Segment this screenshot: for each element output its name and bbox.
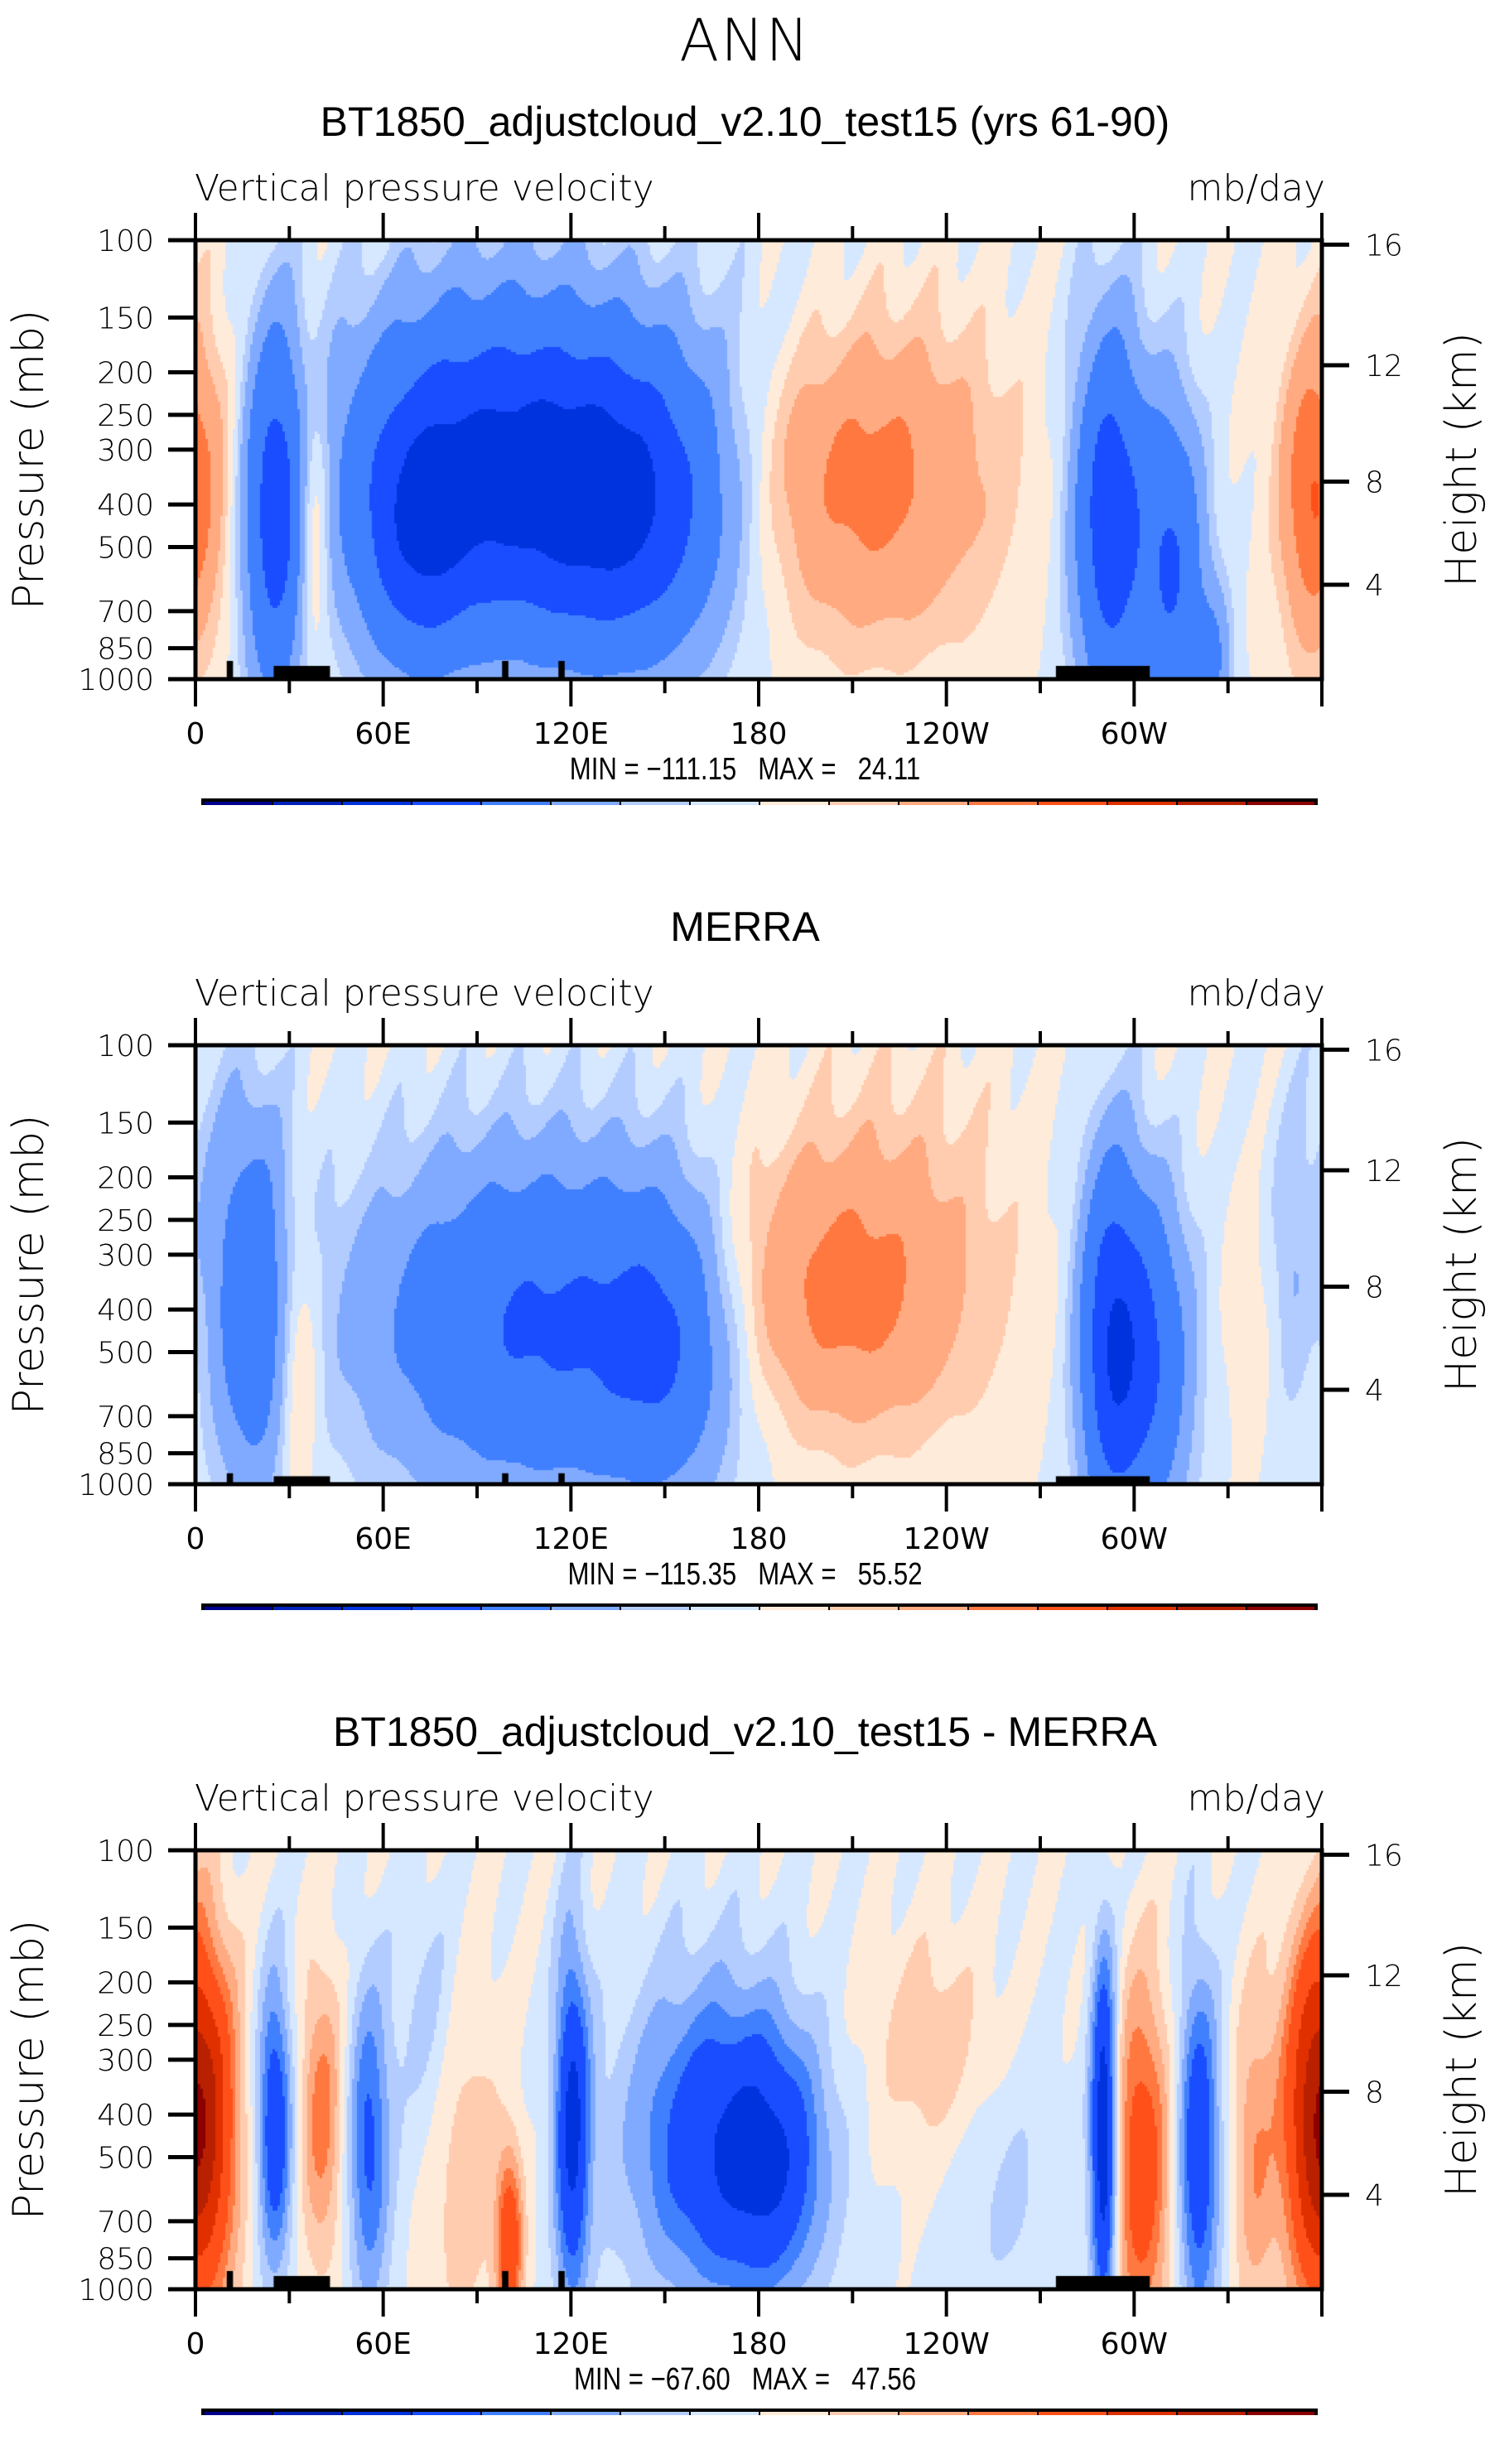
- y-tick-label: 300: [97, 2044, 154, 2078]
- panel-title: MERRA: [670, 904, 820, 950]
- plot-frame: [193, 1848, 1324, 2292]
- y-tick-label: 700: [97, 596, 154, 629]
- y2-tick-label: 4: [1365, 569, 1384, 603]
- x-tick-label: 180: [731, 717, 788, 751]
- y-tick-label: 400: [97, 1294, 154, 1328]
- y-tick-label: 850: [97, 633, 154, 667]
- x-tick-label: 120W: [904, 1522, 990, 1556]
- y2-axis-label: Height (km): [1437, 1942, 1487, 2197]
- y-tick-label: 700: [97, 2206, 154, 2240]
- min-max-label: MIN = −115.35 MAX = 55.52: [567, 1557, 923, 1592]
- y-tick-label: 150: [97, 1912, 154, 1946]
- y-tick-label: 150: [97, 301, 154, 335]
- x-tick-label: 60E: [354, 1522, 412, 1556]
- y-tick-label: 300: [97, 1239, 154, 1273]
- y-tick-label: 500: [97, 531, 154, 565]
- x-tick-label: 0: [186, 717, 205, 751]
- y2-tick-label: 12: [1365, 1960, 1403, 1994]
- x-tick-label: 180: [731, 2327, 788, 2361]
- y-axis-label: Pressure (mb): [4, 310, 54, 610]
- x-tick-label: 180: [731, 1522, 788, 1556]
- y-tick-label: 250: [97, 2009, 154, 2043]
- panel-2: MERRA Vertical pressure velocity mb/day 0 60…: [0, 805, 1490, 1610]
- y2-axis-label: Height (km): [1437, 1137, 1487, 1392]
- y-tick-label: 250: [97, 1204, 154, 1238]
- y2-axis-label: Height (km): [1437, 332, 1487, 587]
- y-axis-label: Pressure (mb): [4, 1920, 54, 2220]
- y-tick-label: 500: [97, 1336, 154, 1370]
- y2-tick-label: 4: [1365, 2179, 1384, 2213]
- y2-tick-label: 12: [1365, 1155, 1403, 1189]
- y-tick-label: 400: [97, 489, 154, 523]
- colorbar-frame: [201, 1603, 1318, 1610]
- x-tick-label: 120E: [533, 1522, 609, 1556]
- y2-tick-label: 8: [1365, 466, 1384, 500]
- x-tick-label: 0: [186, 2327, 205, 2361]
- y-tick-label: 400: [97, 2099, 154, 2133]
- y-tick-label: 200: [97, 357, 154, 391]
- x-tick-label: 120E: [533, 717, 609, 751]
- contour-field: [195, 1850, 1322, 2289]
- y2-tick-label: 4: [1365, 1374, 1384, 1408]
- variable-name: Vertical pressure velocity: [195, 1777, 654, 1820]
- y-tick-label: 150: [97, 1107, 154, 1140]
- y2-tick-label: 16: [1365, 1839, 1403, 1873]
- panel-1: BT1850_adjustcloud_v2.10_test15 (yrs 61-…: [0, 0, 1490, 805]
- min-max-label: MIN = −111.15 MAX = 24.11: [569, 752, 921, 787]
- y-tick-label: 200: [97, 1162, 154, 1196]
- x-tick-label: 120W: [904, 2327, 990, 2361]
- contour-field: [195, 240, 1322, 679]
- x-tick-label: 0: [186, 1522, 205, 1556]
- y-tick-label: 850: [97, 1438, 154, 1472]
- y-tick-label: 1000: [78, 663, 154, 697]
- y-tick-label: 100: [97, 1029, 154, 1063]
- panel-title: BT1850_adjustcloud_v2.10_test15 (yrs 61-…: [320, 99, 1170, 145]
- units-label: mb/day: [1187, 167, 1325, 210]
- x-tick-label: 60E: [354, 2327, 412, 2361]
- variable-name: Vertical pressure velocity: [195, 972, 654, 1015]
- y-tick-label: 100: [97, 224, 154, 258]
- y-tick-label: 1000: [78, 1468, 154, 1502]
- y-tick-label: 100: [97, 1835, 154, 1868]
- y-tick-label: 200: [97, 1967, 154, 2001]
- y-axis-label: Pressure (mb): [4, 1115, 54, 1415]
- y2-tick-label: 12: [1365, 350, 1403, 383]
- x-tick-label: 60E: [354, 717, 412, 751]
- main-title: ANN: [679, 7, 811, 75]
- y-tick-label: 700: [97, 1401, 154, 1435]
- panel-title: BT1850_adjustcloud_v2.10_test15 - MERRA: [332, 1709, 1158, 1755]
- y-tick-label: 850: [97, 2243, 154, 2277]
- contour-field: [195, 1045, 1322, 1484]
- plot-frame: [193, 1043, 1324, 1487]
- y2-tick-label: 8: [1365, 1271, 1384, 1305]
- y-tick-label: 1000: [78, 2274, 154, 2307]
- x-tick-label: 60W: [1101, 1522, 1168, 1556]
- y-tick-label: 250: [97, 399, 154, 433]
- plot-frame: [193, 238, 1324, 682]
- colorbar-frame: [201, 2409, 1318, 2415]
- x-tick-label: 120W: [904, 717, 990, 751]
- panel-3: BT1850_adjustcloud_v2.10_test15 - MERRA V…: [0, 1610, 1490, 2415]
- x-tick-label: 120E: [533, 2327, 609, 2361]
- y2-tick-label: 8: [1365, 2076, 1384, 2110]
- min-max-label: MIN = −67.60 MAX = 47.56: [573, 2362, 917, 2397]
- x-tick-label: 60W: [1101, 717, 1168, 751]
- colorbar-frame: [201, 798, 1318, 805]
- y-tick-label: 300: [97, 434, 154, 468]
- y2-tick-label: 16: [1365, 1034, 1403, 1068]
- y2-tick-label: 16: [1365, 229, 1403, 263]
- units-label: mb/day: [1187, 972, 1325, 1015]
- units-label: mb/day: [1187, 1777, 1325, 1820]
- x-tick-label: 60W: [1101, 2327, 1168, 2361]
- y-tick-label: 500: [97, 2141, 154, 2175]
- variable-name: Vertical pressure velocity: [195, 167, 654, 210]
